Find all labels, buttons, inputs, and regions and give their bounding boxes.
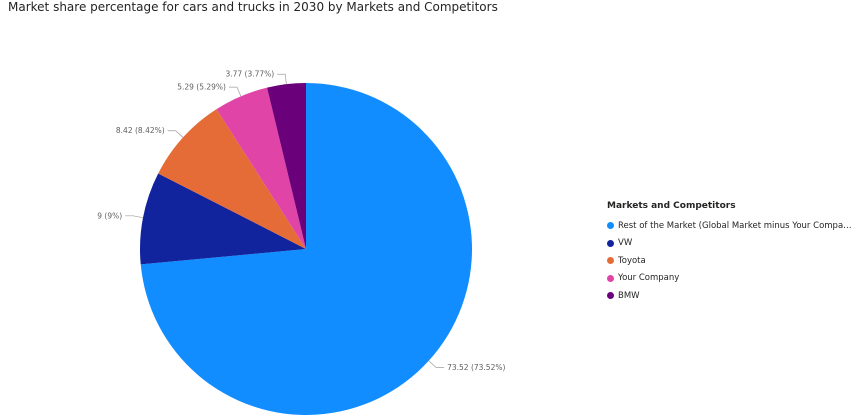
legend-item-rest-of-the-market[interactable]: Rest of the Market (Global Market minus … (607, 217, 857, 235)
leader-line (228, 86, 242, 97)
leader-line (277, 73, 287, 85)
pie-slice-bmw[interactable] (267, 83, 306, 249)
leader-line (428, 360, 445, 368)
legend: Markets and Competitors Rest of the Mark… (607, 201, 857, 305)
legend-marker (607, 274, 614, 282)
leader-line (167, 130, 184, 138)
legend-title: Markets and Competitors (607, 201, 736, 211)
legend-label: Your Company (618, 273, 680, 284)
legend-label: VW (618, 238, 633, 249)
legend-marker (607, 239, 614, 247)
legend-item-bmw[interactable]: BMW (607, 287, 857, 305)
legend-label: Toyota (618, 255, 646, 266)
chart-title: Market share percentage for cars and tru… (8, 0, 498, 14)
leader-line (125, 215, 144, 219)
data-label: 73.52 (73.52%) (447, 363, 505, 372)
pie-slice-your-company[interactable] (216, 87, 306, 250)
legend-item-your-company[interactable]: Your Company (607, 270, 857, 288)
legend-marker (607, 222, 614, 230)
legend-item-vw[interactable]: VW (607, 235, 857, 253)
legend-marker (607, 292, 614, 300)
legend-item-toyota[interactable]: Toyota (607, 252, 857, 270)
data-label: 8.42 (8.42%) (116, 126, 165, 135)
data-label: 9 (9%) (97, 211, 122, 220)
pie-slice-rest-of-the-market[interactable] (140, 83, 472, 415)
legend-label: BMW (618, 290, 640, 301)
legend-marker (607, 257, 614, 265)
legend-label: Rest of the Market (Global Market minus … (618, 220, 856, 231)
pie-slice-vw[interactable] (140, 173, 306, 265)
data-label: 3.77 (3.77%) (225, 70, 274, 79)
pie-slice-toyota[interactable] (158, 109, 306, 249)
data-label: 5.29 (5.29%) (177, 83, 226, 92)
